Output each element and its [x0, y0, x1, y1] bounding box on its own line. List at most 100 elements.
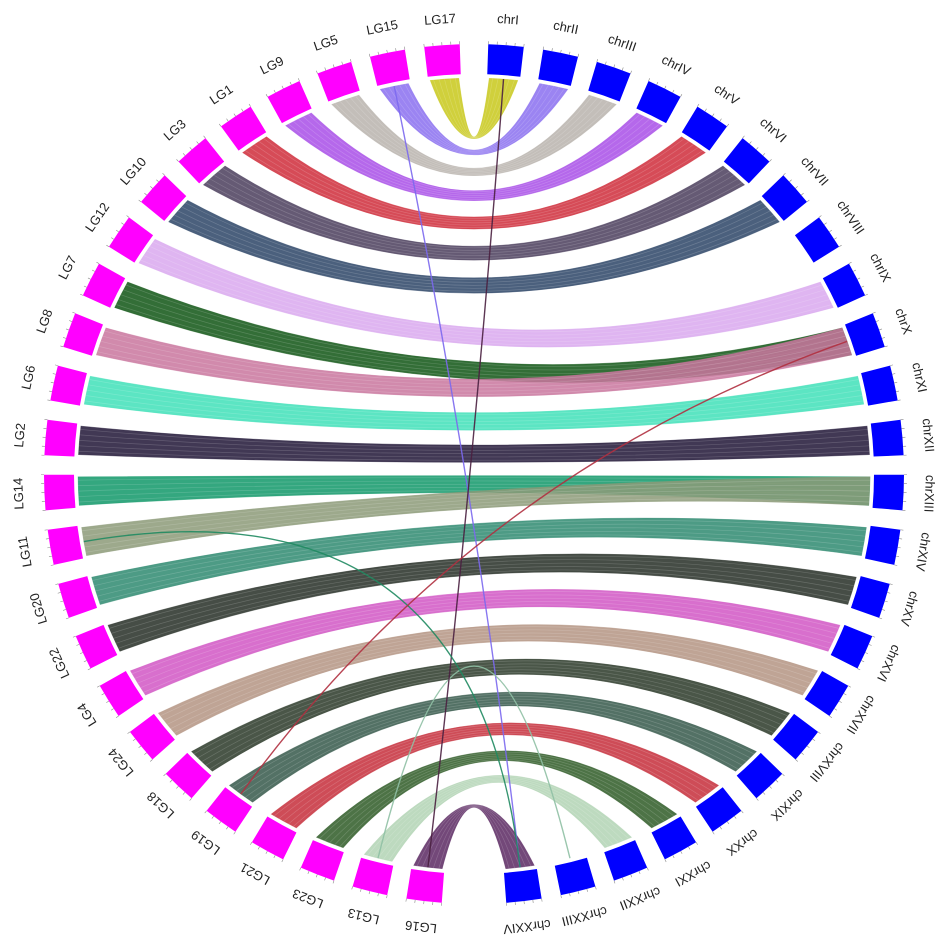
- block-tick: [664, 859, 667, 863]
- block-tick: [233, 831, 236, 835]
- link-striation: [97, 531, 864, 597]
- link-lg9-chriv: [285, 112, 663, 202]
- block-tick: [76, 644, 80, 646]
- link-lg17-chri: [429, 77, 519, 139]
- block-tick: [182, 153, 186, 156]
- link-striation: [324, 753, 670, 841]
- block-tick: [150, 186, 153, 189]
- block-tick: [875, 320, 879, 322]
- block-tick: [297, 78, 300, 82]
- link-lg8-chrx: [95, 327, 853, 397]
- link-lg15-chrxxiv: [393, 85, 521, 868]
- block-tick: [176, 786, 179, 789]
- block-tick: [621, 67, 624, 71]
- link-striation: [174, 638, 805, 734]
- block-tick: [872, 311, 876, 314]
- block-tick: [50, 564, 54, 566]
- label-lg5: LG5: [312, 32, 340, 54]
- block-tick: [861, 285, 865, 288]
- link-striation: [83, 489, 870, 542]
- link-lg13-chrxxii: [363, 775, 633, 862]
- link-striation: [393, 85, 555, 153]
- block-chrxxiii: [554, 857, 596, 896]
- block-tick: [884, 345, 888, 348]
- block-tick: [289, 81, 292, 85]
- block-chrxi: [861, 365, 898, 406]
- block-tick: [726, 821, 730, 825]
- label-chrxvii: chrXVII: [844, 693, 879, 737]
- block-chrxviii: [773, 713, 819, 760]
- block-tick: [783, 172, 786, 176]
- block-lg12: [108, 217, 154, 263]
- block-chrxiii: [872, 474, 904, 511]
- block-tick: [156, 179, 159, 182]
- block-tick: [111, 237, 114, 240]
- block-tick: [551, 48, 553, 52]
- block-tick: [368, 891, 371, 895]
- block-tick: [176, 159, 179, 162]
- link-lg3-chrvi: [202, 165, 746, 261]
- block-tick: [806, 199, 810, 203]
- block-tick: [63, 337, 67, 339]
- block-chrxx: [695, 787, 742, 832]
- label-lg12: LG12: [82, 200, 112, 235]
- links-layer: [77, 77, 871, 870]
- block-lg20: [58, 576, 98, 618]
- label-lg10: LG10: [117, 154, 149, 188]
- link-striation: [427, 806, 521, 868]
- label-chrvii: chrVII: [798, 153, 832, 188]
- link-striation: [240, 698, 747, 795]
- label-chrx: chrX: [892, 306, 915, 337]
- link-striation: [99, 346, 849, 392]
- block-tick: [127, 731, 131, 734]
- link-striation: [355, 95, 593, 170]
- block-tick: [65, 328, 69, 331]
- block-tick: [834, 708, 838, 711]
- block-tick: [756, 798, 759, 801]
- block-tick: [106, 244, 110, 248]
- block-tick: [595, 886, 597, 890]
- link-lg22-chrxv: [107, 553, 857, 652]
- link-striation: [201, 666, 781, 762]
- link-striation: [422, 805, 526, 867]
- label-chrxx: chrXX: [724, 826, 762, 859]
- block-chrxxii: [604, 840, 648, 881]
- block-tick: [672, 855, 675, 859]
- block-tick: [749, 141, 752, 145]
- block-tick: [857, 277, 861, 280]
- block-tick: [843, 693, 847, 696]
- link-lg4-chrxvi: [129, 589, 841, 696]
- link-striation: [383, 780, 614, 860]
- block-tick: [824, 222, 827, 225]
- link-striation: [193, 660, 788, 755]
- block-tick: [896, 555, 900, 558]
- block-chrix: [822, 263, 866, 308]
- block-lg8: [63, 313, 103, 356]
- label-lg6: LG6: [18, 364, 38, 391]
- label-chrxix: chrXIX: [768, 786, 807, 824]
- block-lg6: [50, 365, 87, 406]
- block-tick: [630, 70, 632, 74]
- label-lg22: LG22: [46, 646, 73, 681]
- block-tick: [569, 893, 571, 897]
- link-striation: [134, 594, 837, 679]
- label-chri: chrI: [497, 11, 520, 28]
- block-tick: [872, 635, 876, 638]
- link-striation: [293, 733, 699, 827]
- link-lg19-chrx: [240, 340, 848, 795]
- block-tick: [801, 192, 804, 196]
- block-tick: [817, 731, 821, 734]
- block-tick: [386, 895, 388, 899]
- block-lg24: [129, 713, 175, 760]
- block-tick: [648, 78, 651, 82]
- block-chrii: [538, 49, 579, 86]
- block-tick: [377, 51, 379, 55]
- link-lg11-chrxiii: [81, 476, 871, 557]
- link-striation: [372, 777, 624, 858]
- block-tick: [613, 64, 616, 68]
- link-striation: [399, 84, 549, 152]
- label-chrviii: chrVIII: [834, 197, 868, 236]
- label-chrxxi: chrXXI: [672, 858, 713, 890]
- block-lg11: [47, 525, 84, 565]
- block-tick: [897, 399, 901, 401]
